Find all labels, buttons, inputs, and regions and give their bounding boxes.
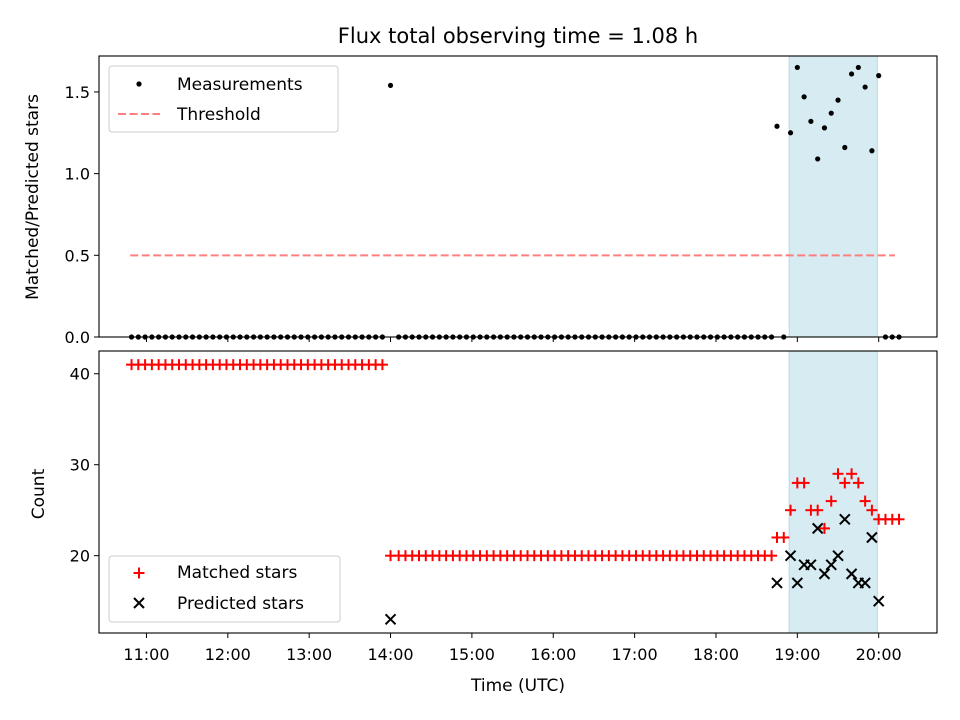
y-tick-label: 40 xyxy=(70,365,90,384)
predicted-star-marker xyxy=(839,513,851,525)
measurement-point xyxy=(855,64,861,71)
measurement-point xyxy=(848,71,855,77)
matched-star-marker xyxy=(893,513,905,525)
predicted-star-marker xyxy=(818,568,831,580)
x-tick-label: 12:00 xyxy=(205,645,251,664)
chart-title: Flux total observing time = 1.08 h xyxy=(338,24,698,48)
predicted-star-marker xyxy=(866,531,878,544)
observing-window-span xyxy=(788,55,878,338)
matched-star-marker xyxy=(818,522,830,534)
x-tick-label: 13:00 xyxy=(286,645,332,664)
matched-star-marker xyxy=(866,504,878,516)
top-x-ticks xyxy=(145,337,880,342)
x-tick-label: 18:00 xyxy=(693,645,739,664)
bottom-axes-frame xyxy=(98,350,938,634)
bottom-highlight-layer xyxy=(788,350,878,634)
measurement-point xyxy=(828,110,834,116)
matched-star-marker xyxy=(832,468,844,480)
measurement-point xyxy=(801,94,807,100)
predicted-star-marker xyxy=(805,559,817,571)
matched-star-marker xyxy=(852,477,864,489)
x-axis-label: Time (UTC) xyxy=(470,676,565,696)
matched-star-marker xyxy=(859,495,871,507)
matched-star-marker xyxy=(778,531,790,543)
matched-star-marker xyxy=(766,550,778,562)
y-tick-label: 1.0 xyxy=(65,165,90,184)
matched-star-marker xyxy=(846,468,858,480)
legend-measurements-marker xyxy=(136,81,142,87)
matched-stars-layer xyxy=(126,359,905,562)
legend-matched-label: Matched stars xyxy=(177,563,297,583)
y-tick-label: 0.5 xyxy=(65,246,90,265)
measurement-point xyxy=(815,156,821,162)
predicted-star-marker xyxy=(845,568,858,580)
y-tick-label: 0.0 xyxy=(65,328,90,347)
y-tick-label: 20 xyxy=(70,547,90,566)
legend-plus-glyph xyxy=(133,567,145,579)
ratio-panel: 0.0 0.5 1.0 1.5 Flux total observing time =… xyxy=(23,24,938,347)
count-panel: 20 30 40 11:00 12:00 13:00 14:00 15:00 16:00 17:… xyxy=(29,350,938,696)
measurement-point xyxy=(821,125,828,131)
measurement-point xyxy=(387,82,394,89)
legend-threshold-label: Threshold xyxy=(176,105,261,125)
x-tick-label: 14:00 xyxy=(367,645,413,664)
measurement-point xyxy=(794,64,800,71)
y-tick-label: 1.5 xyxy=(65,83,90,102)
top-legend-box xyxy=(108,65,339,133)
measurement-point xyxy=(842,144,848,151)
x-tick-label: 11:00 xyxy=(123,645,169,664)
matched-star-marker xyxy=(812,504,824,516)
predicted-star-marker xyxy=(832,549,844,562)
bottom-legend: Matched stars Predicted stars xyxy=(108,555,341,623)
predicted-star-marker xyxy=(771,577,783,589)
top-axes-frame xyxy=(98,55,938,338)
measurement-point xyxy=(835,97,841,103)
legend-measurements-label: Measurements xyxy=(177,75,303,95)
legend-x-glyph xyxy=(133,597,145,609)
bottom-y-ticks: 20 30 40 xyxy=(70,365,99,566)
predicted-star-marker xyxy=(791,577,804,589)
legend-predicted-marker xyxy=(133,597,145,609)
top-highlight-layer xyxy=(788,55,878,338)
bottom-legend-box xyxy=(108,555,341,623)
measurement-point xyxy=(869,148,875,154)
measurement-point xyxy=(862,84,868,90)
top-y-axis-label: Matched/Predicted stars xyxy=(23,94,43,300)
measurement-point xyxy=(876,73,882,79)
predicted-star-marker xyxy=(825,559,837,571)
x-tick-label: 20:00 xyxy=(856,645,902,664)
y-tick-label: 30 xyxy=(70,456,90,475)
matched-star-marker xyxy=(798,477,810,489)
matched-star-marker xyxy=(839,477,851,489)
matched-star-marker xyxy=(376,359,388,371)
legend-predicted-label: Predicted stars xyxy=(177,594,304,614)
matched-star-marker xyxy=(825,495,837,507)
measurement-point xyxy=(808,118,814,124)
measurement-point xyxy=(774,123,780,129)
predicted-star-marker xyxy=(784,549,797,562)
bottom-x-ticks: 11:00 12:00 13:00 14:00 15:00 16:00 17:00 18:00… xyxy=(123,633,902,664)
predicted-star-marker xyxy=(811,522,824,535)
predicted-stars-layer xyxy=(384,513,885,626)
x-tick-label: 15:00 xyxy=(449,645,495,664)
top-y-ticks: 0.0 0.5 1.0 1.5 xyxy=(65,83,99,347)
observing-window-span xyxy=(788,350,878,634)
matched-star-marker xyxy=(785,504,797,516)
predicted-star-marker xyxy=(859,577,871,589)
x-tick-label: 16:00 xyxy=(530,645,576,664)
x-tick-label: 19:00 xyxy=(774,645,820,664)
predicted-star-marker xyxy=(384,613,397,626)
legend-matched-marker xyxy=(133,567,145,579)
x-tick-label: 17:00 xyxy=(612,645,658,664)
bottom-y-axis-label: Count xyxy=(29,468,49,519)
top-legend: Measurements Threshold xyxy=(108,65,339,133)
predicted-star-marker xyxy=(872,595,885,607)
measurement-point xyxy=(787,130,794,136)
